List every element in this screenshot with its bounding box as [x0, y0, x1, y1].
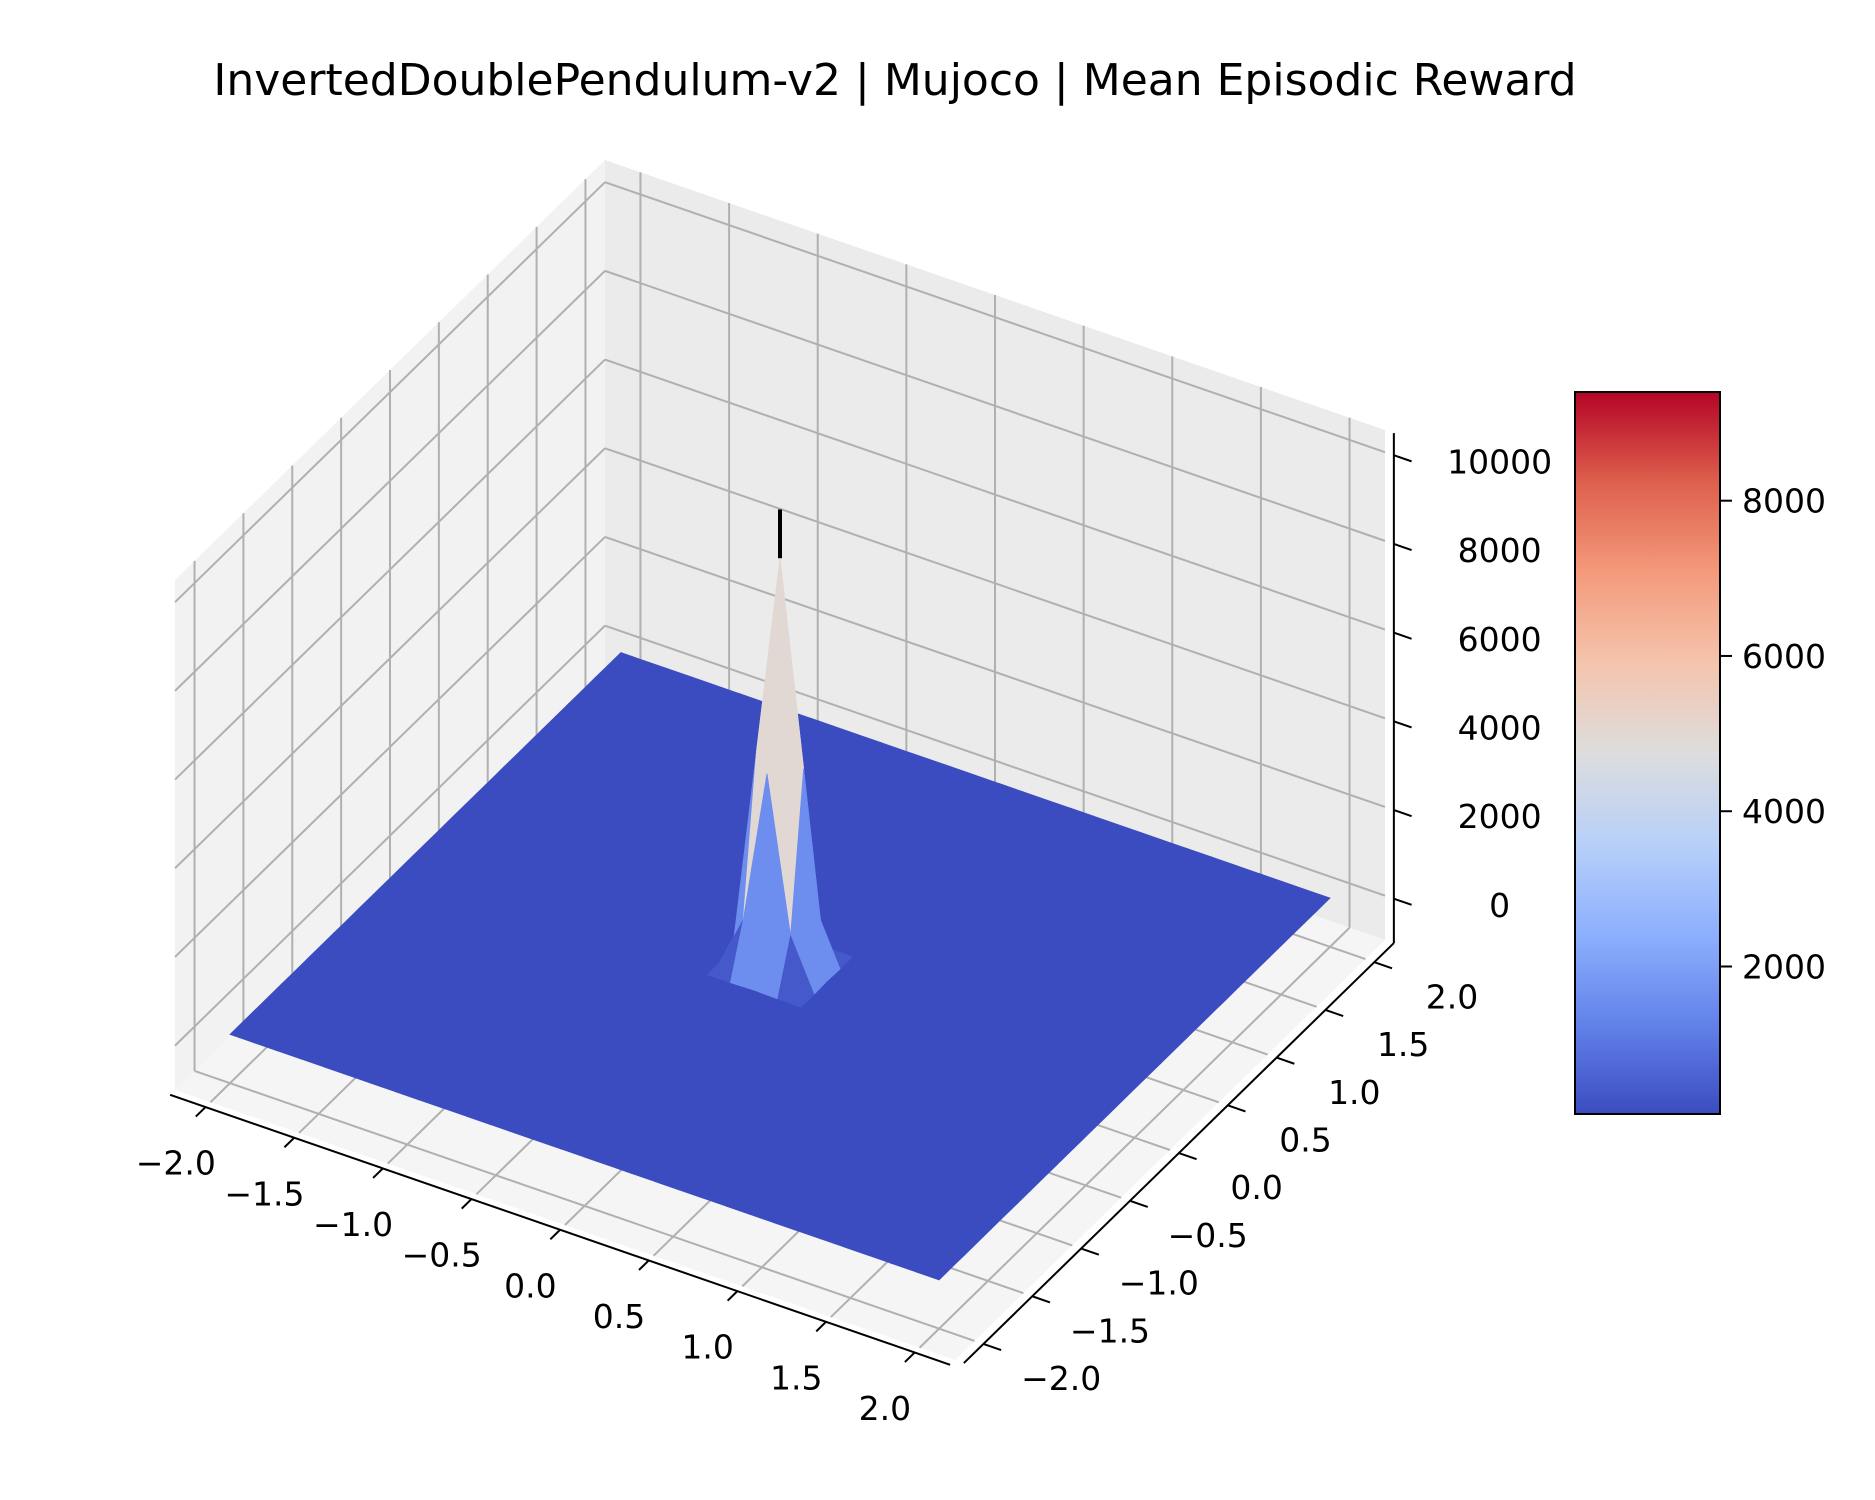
colorbar: 2000 4000 6000 8000 [1574, 391, 1826, 1115]
z-tick-label: 0 [1489, 886, 1510, 925]
z-tick-label: 2000 [1458, 797, 1542, 836]
y-tick-mark [1373, 961, 1393, 970]
grid-left-z [174, 536, 606, 958]
grid-back-z [604, 181, 1386, 454]
y-tick-label: −0.5 [1168, 1216, 1248, 1255]
x-tick-label: −2.0 [136, 1144, 216, 1183]
grid-left-z [174, 358, 606, 781]
z-axis-ticks: 0 2000 4000 6000 8000 10000 [1393, 442, 1552, 925]
x-tick-mark [815, 1321, 827, 1333]
grid-back-z [604, 447, 1386, 720]
y-tick-mark [1227, 1104, 1246, 1113]
surface-face [914, 1258, 953, 1281]
y-tick-mark [1325, 1008, 1344, 1017]
colorbar-gradient [1574, 391, 1721, 1115]
y-axis-ticks: −2.0 −1.5 −1.0 −0.5 0.0 0.5 1.0 1.5 2.0 [983, 961, 1478, 1398]
grid-back-z [604, 624, 1386, 897]
y-tick-mark [1129, 1199, 1149, 1208]
x-tick-label: −0.5 [402, 1236, 482, 1275]
colorbar-tick-label: 6000 [1742, 637, 1826, 676]
y-tick-label: 1.0 [1328, 1073, 1380, 1112]
grid-back-z [604, 358, 1386, 631]
grid-left-z [174, 181, 606, 603]
x-tick-label: 1.0 [681, 1328, 733, 1367]
chart-title: InvertedDoublePendulum-v2 | Mujoco | Mea… [213, 55, 1576, 106]
y-tick-label: 0.5 [1279, 1120, 1331, 1159]
surface-plot [229, 558, 1331, 1281]
grid-left-z [174, 270, 606, 692]
x-tick-label: 0.5 [593, 1297, 645, 1336]
x-tick-label: 0.0 [504, 1266, 556, 1305]
y-tick-label: −2.0 [1021, 1359, 1101, 1398]
x-tick-mark [549, 1229, 561, 1241]
x-tick-mark [726, 1290, 739, 1302]
x-tick-mark [638, 1259, 650, 1271]
x-tick-label: 1.5 [770, 1358, 822, 1397]
z-tick-label: 10000 [1447, 442, 1552, 481]
z-tick-mark [1393, 542, 1412, 552]
x-tick-mark [195, 1106, 207, 1118]
z-tick-mark [1393, 720, 1412, 729]
y-tick-label: −1.5 [1070, 1311, 1150, 1350]
y-tick-mark [1080, 1247, 1100, 1256]
y-tick-mark [983, 1343, 1002, 1352]
y-tick-label: −1.0 [1119, 1264, 1199, 1303]
grid-back-z [604, 269, 1386, 542]
z-tick-mark [1393, 631, 1412, 640]
x-tick-label: 2.0 [859, 1389, 911, 1428]
x-tick-mark [283, 1137, 295, 1148]
colorbar-tick-label: 8000 [1742, 482, 1826, 521]
x-tick-mark [372, 1167, 384, 1179]
z-tick-label: 8000 [1458, 531, 1542, 570]
x-tick-mark [904, 1351, 916, 1363]
grid-left-z [174, 624, 606, 1047]
z-tick-mark [1393, 897, 1412, 906]
colorbar-tick-label: 2000 [1742, 947, 1826, 986]
colorbar-tick-label: 4000 [1742, 792, 1826, 831]
z-tick-mark [1393, 454, 1412, 463]
grid-back-z [604, 536, 1386, 808]
x-axis-ticks: −2.0−1.5−1.0−0.5 0.0 0.5 1.0 1.5 2.0 [136, 1106, 916, 1428]
x-tick-mark [461, 1198, 473, 1210]
y-tick-label: 1.5 [1377, 1025, 1429, 1064]
y-tick-label: 2.0 [1426, 977, 1478, 1016]
y-tick-label: 0.0 [1230, 1168, 1282, 1207]
x-tick-label: −1.0 [313, 1205, 393, 1244]
grid-floor-y [194, 1069, 975, 1342]
x-tick-label: −1.5 [224, 1174, 304, 1213]
z-tick-label: 4000 [1458, 708, 1542, 747]
y-tick-mark [1178, 1152, 1197, 1161]
y-tick-mark [1031, 1295, 1051, 1304]
z-tick-label: 6000 [1458, 620, 1542, 659]
y-tick-mark [1276, 1056, 1295, 1065]
grid-left-z [174, 447, 606, 869]
z-tick-mark [1393, 809, 1412, 818]
